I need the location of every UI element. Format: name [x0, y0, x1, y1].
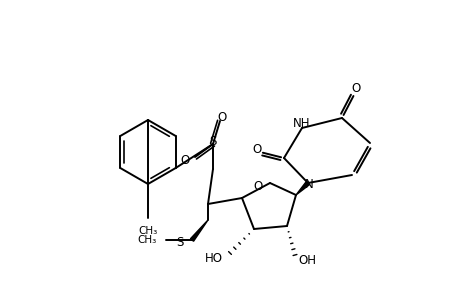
Text: O: O: [351, 82, 360, 94]
Text: S: S: [176, 236, 183, 248]
Text: N: N: [304, 178, 313, 190]
Text: OH: OH: [297, 254, 315, 266]
Text: O: O: [217, 110, 226, 124]
Polygon shape: [190, 220, 207, 241]
Text: CH₃: CH₃: [137, 235, 157, 245]
Text: CH₃: CH₃: [138, 226, 157, 236]
Text: NH: NH: [293, 116, 310, 130]
Text: O: O: [180, 154, 189, 166]
Polygon shape: [295, 182, 309, 195]
Text: O: O: [252, 142, 261, 155]
Text: O: O: [253, 179, 262, 193]
Text: HO: HO: [205, 251, 223, 265]
Text: S: S: [209, 134, 216, 148]
